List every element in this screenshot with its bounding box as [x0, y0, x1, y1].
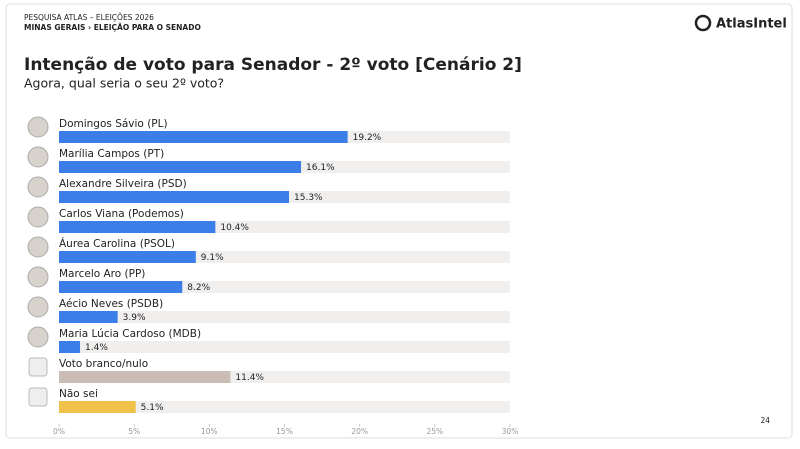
value-label: 1.4%	[85, 343, 108, 353]
kicker: MINAS GERAIS › ELEIÇÃO PARA O SENADO	[24, 23, 201, 32]
avatar-icon	[28, 387, 48, 407]
avatar	[27, 176, 49, 198]
avatar	[27, 296, 49, 318]
category-label: Marília Campos (PT)	[59, 148, 164, 160]
value-label: 10.4%	[220, 223, 249, 233]
page-number: 24	[760, 416, 770, 425]
bar-track	[59, 311, 510, 323]
x-tick-label: 15%	[276, 427, 293, 436]
chart-subtitle: Agora, qual seria o seu 2º voto?	[24, 76, 224, 91]
avatar	[27, 116, 49, 138]
bar	[59, 311, 118, 323]
kicker: PESQUISA ATLAS – ELEIÇÕES 2026	[24, 13, 154, 22]
bar	[59, 251, 196, 263]
value-label: 15.3%	[294, 193, 323, 203]
category-label: Maria Lúcia Cardoso (MDB)	[59, 328, 201, 340]
avatar	[27, 326, 49, 348]
x-tick-label: 10%	[201, 427, 218, 436]
bar-track	[59, 401, 510, 413]
value-label: 11.4%	[235, 373, 264, 383]
avatar	[27, 206, 49, 228]
value-label: 19.2%	[353, 133, 382, 143]
chart-title: Intenção de voto para Senador - 2º voto …	[24, 55, 522, 75]
x-tick-label: 5%	[128, 427, 140, 436]
category-label: Alexandre Silveira (PSD)	[59, 178, 187, 190]
avatar	[27, 236, 49, 258]
bar	[59, 131, 348, 143]
value-label: 5.1%	[141, 403, 164, 413]
category-label: Aécio Neves (PSDB)	[59, 298, 163, 310]
category-label: Carlos Viana (Podemos)	[59, 208, 184, 220]
bar	[59, 341, 81, 353]
category-label: Não sei	[59, 388, 98, 400]
category-label: Domingos Sávio (PL)	[59, 118, 168, 130]
avatar	[27, 266, 49, 288]
bar	[59, 221, 216, 233]
logo: AtlasIntel	[716, 17, 787, 32]
logo-icon	[694, 14, 712, 32]
value-label: 9.1%	[201, 253, 224, 263]
x-tick-label: 20%	[351, 427, 368, 436]
category-label: Voto branco/nulo	[59, 358, 148, 370]
value-label: 16.1%	[306, 163, 335, 173]
x-tick-label: 30%	[502, 427, 519, 436]
avatar-icon	[28, 357, 48, 377]
bar-track	[59, 341, 510, 353]
bar	[59, 191, 290, 203]
value-label: 8.2%	[187, 283, 210, 293]
bar	[59, 401, 136, 413]
x-tick-label: 25%	[426, 427, 443, 436]
bar	[59, 371, 231, 383]
avatar	[27, 146, 49, 168]
bar	[59, 281, 183, 293]
value-label: 3.9%	[123, 313, 146, 323]
category-label: Marcelo Aro (PP)	[59, 268, 145, 280]
x-tick-label: 0%	[53, 427, 65, 436]
category-label: Áurea Carolina (PSOL)	[59, 237, 175, 250]
bar	[59, 161, 302, 173]
